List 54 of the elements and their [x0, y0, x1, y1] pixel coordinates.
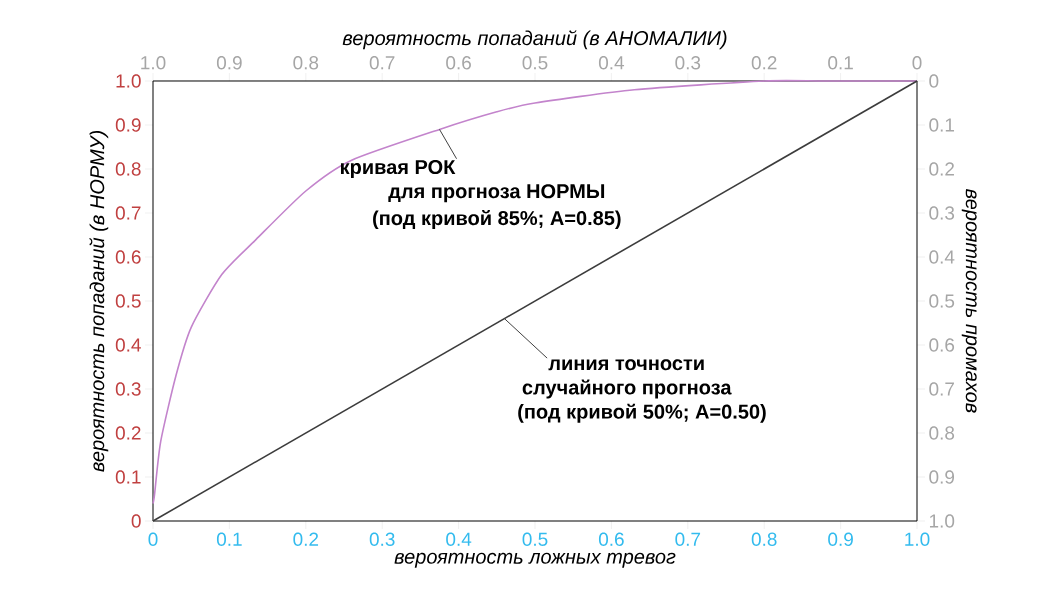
- x-axis-title: вероятность ложных тревог: [394, 552, 676, 568]
- y2-tick-label: 0.1: [929, 118, 955, 132]
- x2-tick-label: 0.2: [751, 56, 777, 70]
- annotation: (под кривой 50%; A=0.50): [518, 403, 766, 423]
- y-tick-label: 0.1: [115, 470, 141, 484]
- annotation: кривая РОК: [341, 159, 456, 179]
- y2-tick-label: 0: [929, 74, 939, 88]
- y2-tick-label: 0.3: [929, 206, 955, 220]
- y-tick-label: 1.0: [116, 74, 141, 88]
- y-tick-label: 0.5: [115, 294, 141, 308]
- annotation: случайного прогноза: [522, 379, 732, 399]
- x-tick-label: 1.0: [905, 532, 930, 546]
- y-tick-label: 0.6: [115, 250, 141, 264]
- y-tick-label: 0.3: [115, 382, 141, 396]
- x2-tick-label: 0.4: [598, 56, 625, 70]
- y2-tick-label: 0.7: [929, 382, 954, 396]
- x-tick-label: 0.6: [598, 532, 624, 546]
- x2-tick-label: 0.1: [828, 56, 853, 70]
- y2-tick-label: 0.4: [929, 250, 955, 264]
- annotation: для прогноза НОРМЫ: [388, 184, 605, 203]
- y2-axis-title: вероятность промахов: [961, 189, 977, 413]
- x2-tick-label: 0.7: [369, 56, 395, 70]
- x-tick-label: 0.5: [522, 532, 548, 546]
- x2-tick-label: 0.3: [675, 56, 701, 70]
- x2-tick-label: 0.5: [522, 56, 548, 70]
- y-tick-label: 0.2: [115, 426, 141, 440]
- x-tick-label: 0.9: [828, 532, 853, 546]
- y-tick-label: 0: [131, 514, 141, 528]
- x-tick-label: 0: [148, 532, 158, 546]
- x2-tick-label: 0.6: [446, 56, 471, 70]
- x-tick-label: 0.2: [293, 532, 319, 546]
- x-tick-label: 0.1: [216, 532, 242, 546]
- annotation: линия точности: [548, 359, 704, 371]
- y-axis-title: вероятность попаданий (в НОРМУ): [89, 131, 109, 472]
- y2-tick-label: 0.5: [929, 294, 955, 308]
- x2-tick-label: 0.8: [293, 56, 319, 70]
- annotation: (под кривой 85%; A=0.85): [373, 210, 621, 230]
- y2-tick-label: 0.2: [929, 162, 954, 176]
- y2-tick-label: 0.6: [929, 338, 955, 352]
- y2-tick-label: 1.0: [929, 514, 955, 528]
- y-tick-label: 0.8: [115, 162, 141, 176]
- y2-tick-label: 0.9: [929, 470, 955, 484]
- x2-tick-label: 0.9: [216, 56, 242, 70]
- x-tick-label: 0.7: [675, 532, 701, 546]
- x-tick-label: 0.3: [369, 532, 395, 546]
- x2-axis-title: вероятность попаданий (в АНОМАЛИИ): [342, 30, 727, 50]
- y-tick-label: 0.4: [115, 338, 141, 352]
- x-tick-label: 0.4: [446, 532, 472, 546]
- y-tick-label: 0.9: [115, 118, 141, 132]
- x2-tick-label: 0: [912, 56, 922, 70]
- x2-tick-label: 1.0: [141, 56, 166, 70]
- x-tick-label: 0.8: [751, 532, 777, 546]
- y2-tick-label: 0.8: [929, 426, 955, 440]
- y-tick-label: 0.7: [115, 206, 141, 220]
